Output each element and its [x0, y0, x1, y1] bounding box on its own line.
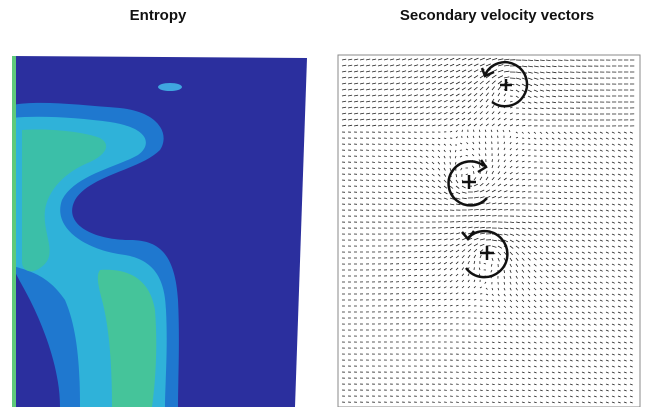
figure: Entropy Secondary velocity vectors: [0, 0, 671, 407]
page: {"panels": [{"title": "Entropy"}, {"titl…: [0, 0, 671, 407]
panel-title: Entropy: [130, 7, 187, 24]
entropy-panel: [12, 56, 308, 407]
panel-title: Secondary velocity vectors: [400, 7, 594, 24]
